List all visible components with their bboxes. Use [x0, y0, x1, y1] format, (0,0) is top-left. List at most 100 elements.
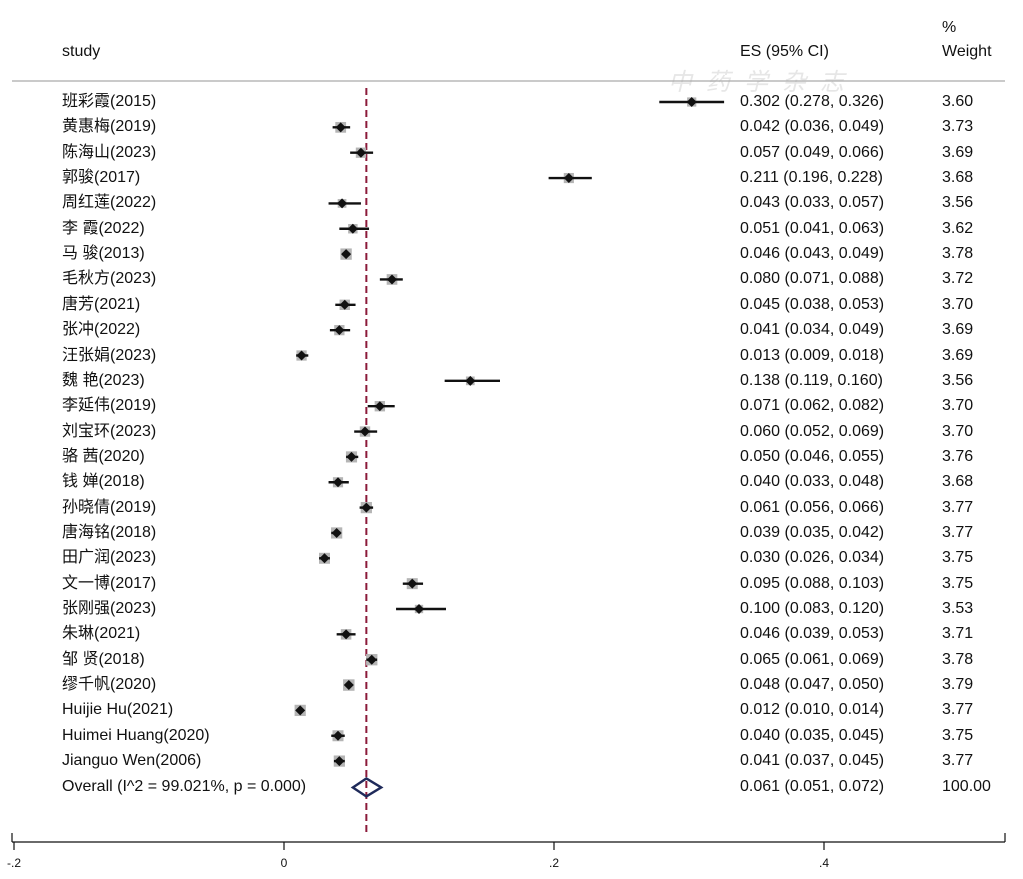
study-es-ci: 0.046 (0.043, 0.049): [740, 245, 885, 263]
study-weight: 3.69: [942, 143, 974, 161]
study-es-ci: 0.040 (0.033, 0.048): [740, 473, 885, 491]
study-es-ci: 0.042 (0.036, 0.049): [740, 118, 885, 136]
study-weight: 3.60: [942, 93, 974, 110]
study-label: 马 骏(2013): [62, 245, 145, 263]
weight-column-header: Weight: [942, 43, 992, 60]
study-weight: 3.78: [942, 650, 974, 668]
study-es-ci: 0.100 (0.083, 0.120): [740, 600, 885, 617]
study-es-ci: 0.012 (0.010, 0.014): [740, 701, 885, 719]
study-weight: 3.69: [942, 321, 974, 339]
study-es-ci: 0.040 (0.035, 0.045): [740, 726, 885, 744]
study-label: 朱琳(2021): [62, 625, 141, 643]
overall-weight: 100.00: [942, 778, 991, 796]
study-weight: 3.75: [942, 726, 974, 744]
study-weight: 3.73: [942, 118, 974, 136]
effect-marker: [339, 299, 350, 310]
study-weight: 3.68: [942, 169, 974, 187]
watermark-text: 中药学杂志: [668, 68, 858, 96]
study-es-ci: 0.080 (0.071, 0.088): [740, 270, 885, 288]
study-label: 刘宝环(2023): [62, 422, 157, 440]
weight-percent-header: %: [942, 19, 957, 36]
effect-marker: [361, 502, 372, 513]
effect-marker: [360, 426, 370, 437]
study-es-ci: 0.061 (0.056, 0.066): [740, 498, 885, 516]
effect-marker: [387, 274, 397, 285]
study-label: 钱 婵(2018): [62, 473, 145, 491]
study-es-ci: 0.039 (0.035, 0.042): [740, 523, 885, 541]
study-weight: 3.71: [942, 625, 974, 643]
study-label: 魏 艳(2023): [62, 371, 145, 389]
study-weight: 3.72: [942, 270, 974, 288]
effect-marker: [465, 375, 476, 386]
study-es-ci: 0.041 (0.037, 0.045): [740, 752, 885, 770]
study-weight: 3.70: [942, 295, 974, 313]
study-es-ci: 0.057 (0.049, 0.066): [740, 143, 885, 161]
study-es-ci: 0.051 (0.041, 0.063): [740, 219, 885, 237]
study-weight: 3.69: [942, 346, 974, 364]
study-weight: 3.75: [942, 574, 974, 592]
study-label: 唐芳(2021): [62, 295, 141, 313]
study-es-ci: 0.043 (0.033, 0.057): [740, 194, 885, 212]
effect-marker: [343, 680, 354, 691]
study-es-ci: 0.048 (0.047, 0.050): [740, 676, 885, 694]
study-weight: 3.56: [942, 194, 974, 212]
effect-marker: [563, 173, 574, 184]
effect-marker: [337, 198, 348, 209]
effect-marker: [407, 578, 418, 589]
study-weight: 3.78: [942, 245, 974, 263]
study-label: 缪千帆(2020): [62, 676, 157, 694]
study-es-ci: 0.041 (0.034, 0.049): [740, 321, 885, 339]
study-weight: 3.77: [942, 498, 974, 516]
study-es-ci: 0.013 (0.009, 0.018): [740, 346, 885, 364]
study-es-ci: 0.030 (0.026, 0.034): [740, 549, 885, 567]
study-label: 文一博(2017): [62, 574, 157, 592]
study-es-ci: 0.045 (0.038, 0.053): [740, 295, 885, 313]
effect-marker: [335, 122, 346, 133]
study-weight: 3.75: [942, 549, 974, 567]
overall-diamond: [350, 777, 384, 798]
x-tick-label: 0: [280, 856, 288, 870]
effect-marker: [334, 325, 345, 336]
study-es-ci: 0.138 (0.119, 0.160): [740, 371, 883, 389]
study-weight: 3.56: [942, 371, 974, 389]
study-label: 唐海铭(2018): [62, 523, 157, 541]
effect-marker: [366, 654, 377, 665]
study-weight: 3.68: [942, 473, 974, 491]
study-label: Huijie Hu(2021): [62, 701, 174, 719]
study-es-ci: 0.065 (0.061, 0.069): [740, 650, 885, 668]
study-es-ci: 0.060 (0.052, 0.069): [740, 422, 885, 440]
effect-marker: [341, 629, 352, 640]
study-es-ci: 0.211 (0.196, 0.228): [740, 169, 883, 187]
study-es-ci: 0.071 (0.062, 0.082): [740, 397, 885, 415]
study-label: 班彩霞(2015): [62, 93, 157, 110]
effect-marker: [319, 553, 330, 564]
study-es-ci: 0.046 (0.039, 0.053): [740, 625, 885, 643]
study-label: 黄惠梅(2019): [62, 118, 157, 136]
overall-label: Overall (I^2 = 99.021%, p = 0.000): [62, 778, 307, 796]
study-label: 郭骏(2017): [62, 169, 141, 187]
study-weight: 3.62: [942, 219, 974, 237]
overall-es-ci: 0.061 (0.051, 0.072): [740, 778, 885, 796]
study-es-ci: 0.095 (0.088, 0.103): [740, 574, 885, 592]
study-label: 李延伟(2019): [62, 397, 157, 415]
study-label: 张刚强(2023): [62, 600, 157, 617]
study-weight: 3.77: [942, 523, 974, 541]
effect-marker: [296, 350, 307, 361]
study-column-header: study: [62, 43, 101, 60]
effect-marker: [414, 604, 424, 614]
study-label: 李 霞(2022): [62, 219, 145, 237]
study-label: 周红莲(2022): [62, 194, 157, 212]
study-label: 陈海山(2023): [62, 143, 157, 161]
study-label: 汪张娟(2023): [62, 346, 157, 364]
study-label: 邹 贤(2018): [62, 650, 145, 668]
effect-marker: [334, 756, 345, 767]
study-weight: 3.70: [942, 397, 974, 415]
study-weight: 3.76: [942, 447, 974, 465]
study-weight: 3.79: [942, 676, 974, 694]
study-weight: 3.70: [942, 422, 974, 440]
study-es-ci: 0.050 (0.046, 0.055): [740, 447, 885, 465]
effect-marker: [374, 401, 385, 412]
effect-marker: [355, 147, 366, 158]
study-weight: 3.53: [942, 600, 974, 617]
